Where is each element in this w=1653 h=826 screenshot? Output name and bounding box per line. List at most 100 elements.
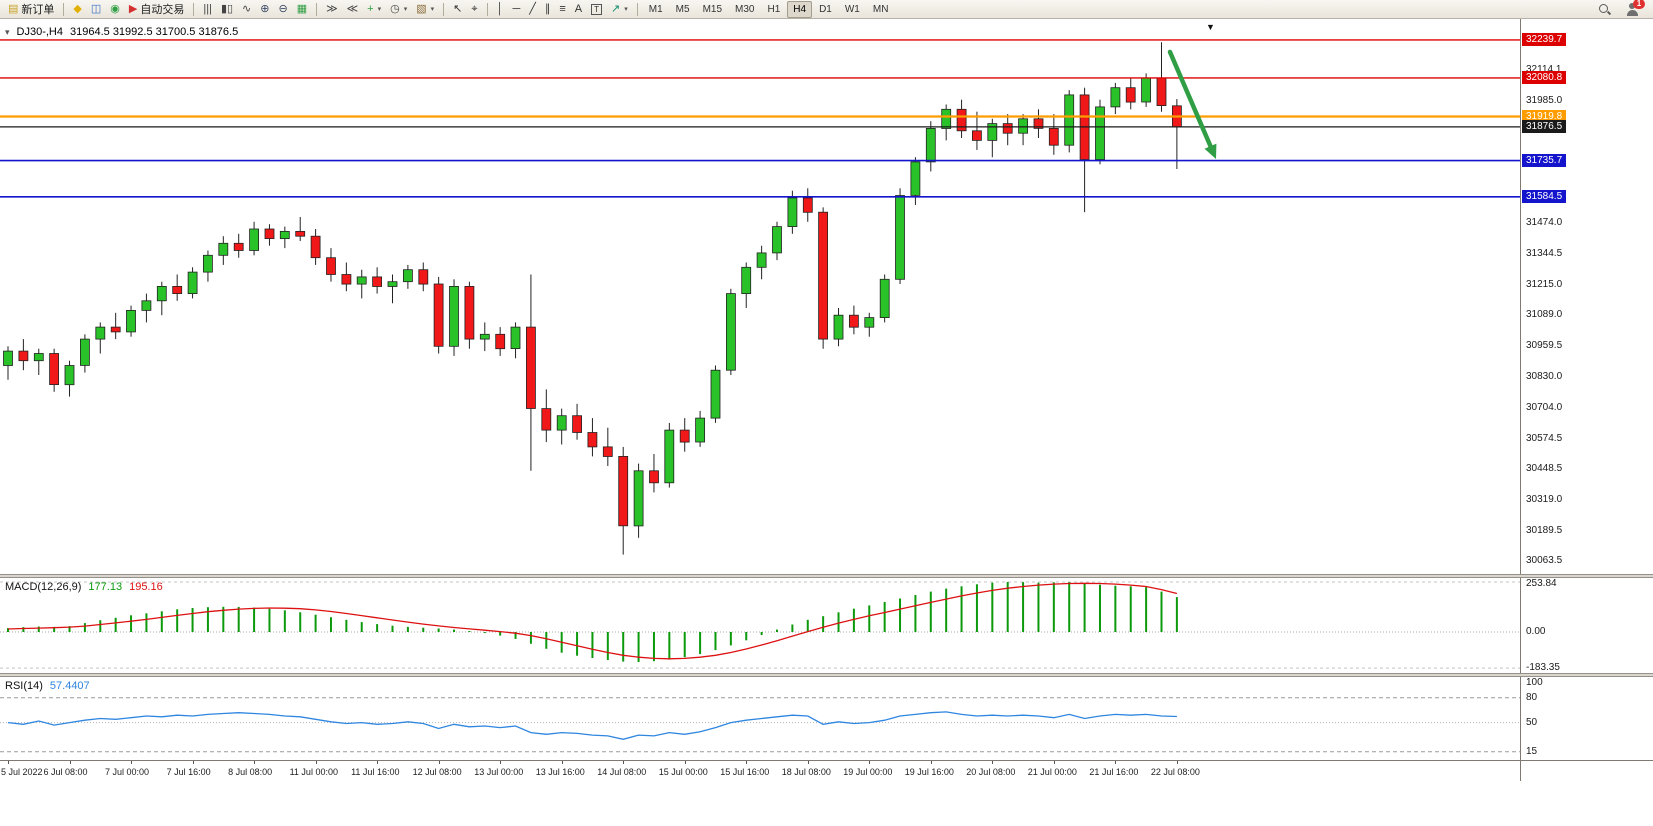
periods-icon: ◷ [390,3,400,15]
periods-button[interactable]: ◷ ▾ [386,0,411,18]
navigator-button[interactable]: ◫ [87,0,105,18]
account-notifications-icon[interactable]: 1 [1625,0,1645,16]
auto-trading-icon: ▶ [128,3,138,15]
chart-shift-marker-icon[interactable]: ▼ [1206,22,1215,32]
new-order-label: 新订单 [21,4,55,16]
macd-scale-tick: 0.00 [1526,626,1546,637]
rsi-value: 57.4407 [49,680,90,692]
price-tick: 31474.0 [1526,217,1563,229]
timeframe-w1-button[interactable]: W1 [844,3,860,15]
price-line-badge[interactable]: 31584.5 [1522,190,1567,204]
toolbar-separator [316,2,318,16]
rsi-scale-tick: 80 [1526,691,1538,703]
toolbar-right: 1 [1598,0,1649,16]
timeframe-m30-button[interactable]: M30 [735,3,755,15]
tile-windows-icon: ▦ [296,3,308,15]
time-label: 12 Jul 08:00 [412,767,462,777]
chart-candles-button[interactable]: ▮▯ [217,0,237,18]
draw-channel-button[interactable]: ∥ [541,0,555,18]
draw-fibonacci-button[interactable]: ≡ [555,0,569,18]
time-tick [377,761,379,764]
timeframe-h1-button[interactable]: H1 [767,3,781,15]
time-label: 6 Jul 08:00 [43,767,88,777]
macd-signal-value: 195.16 [129,581,163,593]
draw-trendline-button[interactable]: ╱ [525,0,540,18]
terminal-button[interactable]: ◉ [106,0,124,18]
time-tick [192,761,194,764]
time-tick [930,761,932,764]
macd-panel: MACD(12,26,9) 177.13 195.16 253.84 0.00 -1… [0,578,1653,673]
chart-ohlc-values: 31964.5 31992.5 31700.5 31876.5 [70,26,239,38]
rsi-chart[interactable] [0,677,1520,760]
zoom-out-icon: ⊖ [278,3,288,15]
market-watch-button[interactable]: ◆ [69,0,85,18]
time-axis[interactable]: 5 Jul 2022 6 Jul 08:00 7 Jul 00:00 7 Jul 16… [0,760,1653,781]
draw-channel-icon: ∥ [544,3,551,15]
draw-hline-icon: ─ [512,3,521,15]
chart-shift-button[interactable]: ≪ [343,0,363,18]
price-axis[interactable]: 32114.1 31985.0 31474.0 31344.5 31215.0 31089… [1520,19,1653,574]
auto-trading-button[interactable]: ▶ 自动交易 [125,0,188,18]
tile-windows-button[interactable]: ▦ [293,0,311,18]
templates-button[interactable]: ▧ ▾ [412,0,438,18]
price-line-badge[interactable]: 32080.8 [1522,71,1567,85]
macd-panel-splitter[interactable] [0,574,1653,578]
time-label: 20 Jul 08:00 [966,767,1016,777]
time-tick [1053,761,1055,764]
indicators-button[interactable]: + ▾ [363,0,385,18]
timeframe-d1-button[interactable]: D1 [819,3,832,15]
auto-scroll-button[interactable]: ≫ [322,0,342,18]
time-label: 18 Jul 08:00 [781,767,831,777]
rsi-axis[interactable]: 100 80 50 15 [1520,677,1653,760]
macd-label: MACD(12,26,9) 177.13 195.16 [5,581,163,593]
timeframe-m15-button[interactable]: M15 [702,3,723,15]
draw-text-button[interactable]: A [571,0,586,18]
cursor-icon: ↖ [453,3,463,15]
macd-axis[interactable]: 253.84 0.00 -183.35 [1520,578,1653,673]
search-icon[interactable] [1598,3,1611,16]
rsi-name: RSI(14) [5,680,43,692]
price-line-badge[interactable]: 32239.7 [1522,33,1567,47]
time-tick [869,761,871,764]
chart-line-button[interactable]: ∿ [238,0,255,18]
rsi-panel-splitter[interactable] [0,673,1653,677]
draw-trendline-icon: ╱ [529,3,536,15]
draw-hline-button[interactable]: ─ [508,0,524,18]
time-label: 11 Jul 16:00 [351,767,400,777]
crosshair-button[interactable]: ⌖ [467,0,481,18]
macd-main-value: 177.13 [88,581,123,593]
time-label: 7 Jul 16:00 [166,767,211,777]
time-label: 15 Jul 00:00 [658,767,708,777]
draw-arrows-button[interactable]: ↗ ▾ [607,0,632,18]
new-order-button[interactable]: ▤ 新订单 [4,0,58,18]
draw-text-icon: A [574,3,583,15]
timeframe-m5-button[interactable]: M5 [675,3,690,15]
draw-vline-button[interactable]: │ [493,0,508,18]
cursor-button[interactable]: ↖ [449,0,466,18]
chart-bars-button[interactable]: ||| [199,0,216,18]
time-label: 19 Jul 16:00 [904,767,954,777]
draw-fibonacci-icon: ≡ [559,3,566,15]
one-click-collapse-icon[interactable]: ▾ [5,27,10,37]
draw-arrows-icon: ↗ [611,3,621,15]
zoom-out-button[interactable]: ⊖ [274,0,291,18]
auto-trading-label: 自动交易 [140,4,185,16]
price-line-badge[interactable]: 31919.8 [1522,110,1567,123]
rsi-scale-tick: 50 [1526,716,1538,728]
price-line-badge[interactable]: 31735.7 [1522,154,1567,168]
draw-vline-icon: │ [496,3,504,15]
macd-chart[interactable] [0,578,1520,673]
rsi-panel: RSI(14) 57.4407 100 80 50 15 [0,677,1653,760]
timeframe-m1-button[interactable]: M1 [648,3,663,15]
price-tick: 31215.0 [1526,279,1563,291]
time-tick [500,761,502,764]
axis-corner [1520,761,1521,781]
chart-shift-icon: ≪ [346,3,359,15]
zoom-in-button[interactable]: ⊕ [256,0,273,18]
price-chart[interactable] [0,19,1520,574]
draw-label-button[interactable]: T [587,0,606,18]
price-line-badge[interactable]: 31876.5 [1522,120,1567,134]
macd-name: MACD(12,26,9) [5,581,82,593]
timeframe-h4-button[interactable]: H4 [787,0,813,18]
timeframe-mn-button[interactable]: MN [872,3,889,15]
